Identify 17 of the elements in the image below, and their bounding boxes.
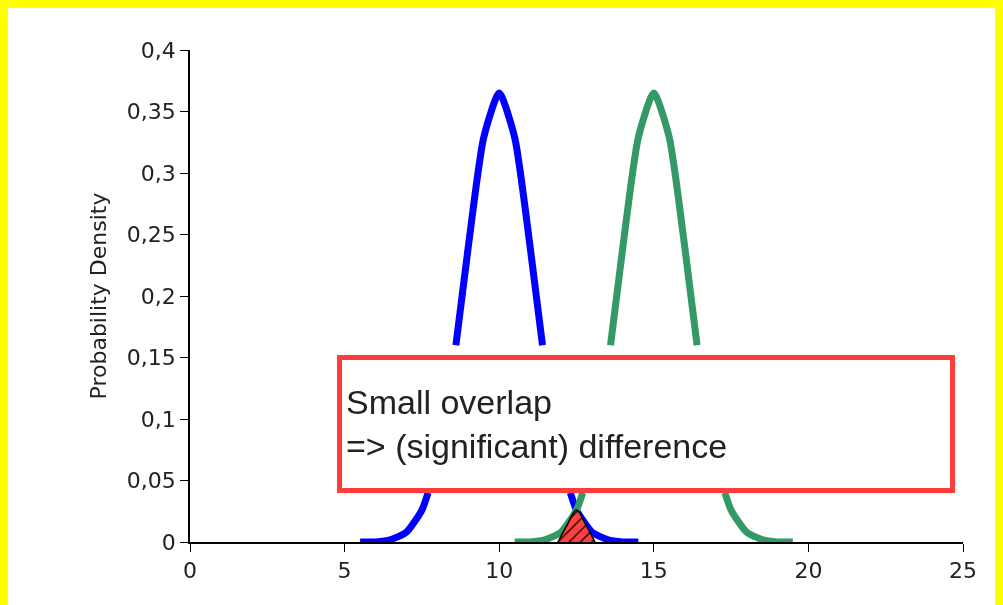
x-tick-label: 25 [949, 558, 977, 584]
y-tick-label: 0,3 [140, 160, 176, 186]
y-tick-label: 0,05 [126, 468, 176, 494]
y-tick-label: 0 [161, 529, 176, 555]
x-tick-label: 20 [794, 558, 823, 584]
annotation: Small overlap => (significant) difference [346, 382, 728, 466]
y-tick-label: 0,4 [140, 37, 176, 63]
y-tick-label: 0,25 [126, 222, 176, 248]
x-tick-label: 5 [337, 558, 352, 584]
y-tick-label: 0,35 [126, 99, 176, 125]
y-axis-title: Probability Density [86, 192, 112, 400]
x-tick-label: 10 [485, 558, 514, 584]
y-tick-label: 0,2 [140, 283, 176, 309]
y-tick-label: 0,1 [140, 406, 176, 432]
y-tick-label: 0,15 [126, 345, 176, 371]
x-tick-label: 0 [183, 558, 197, 584]
x-tick-label: 15 [639, 558, 668, 584]
